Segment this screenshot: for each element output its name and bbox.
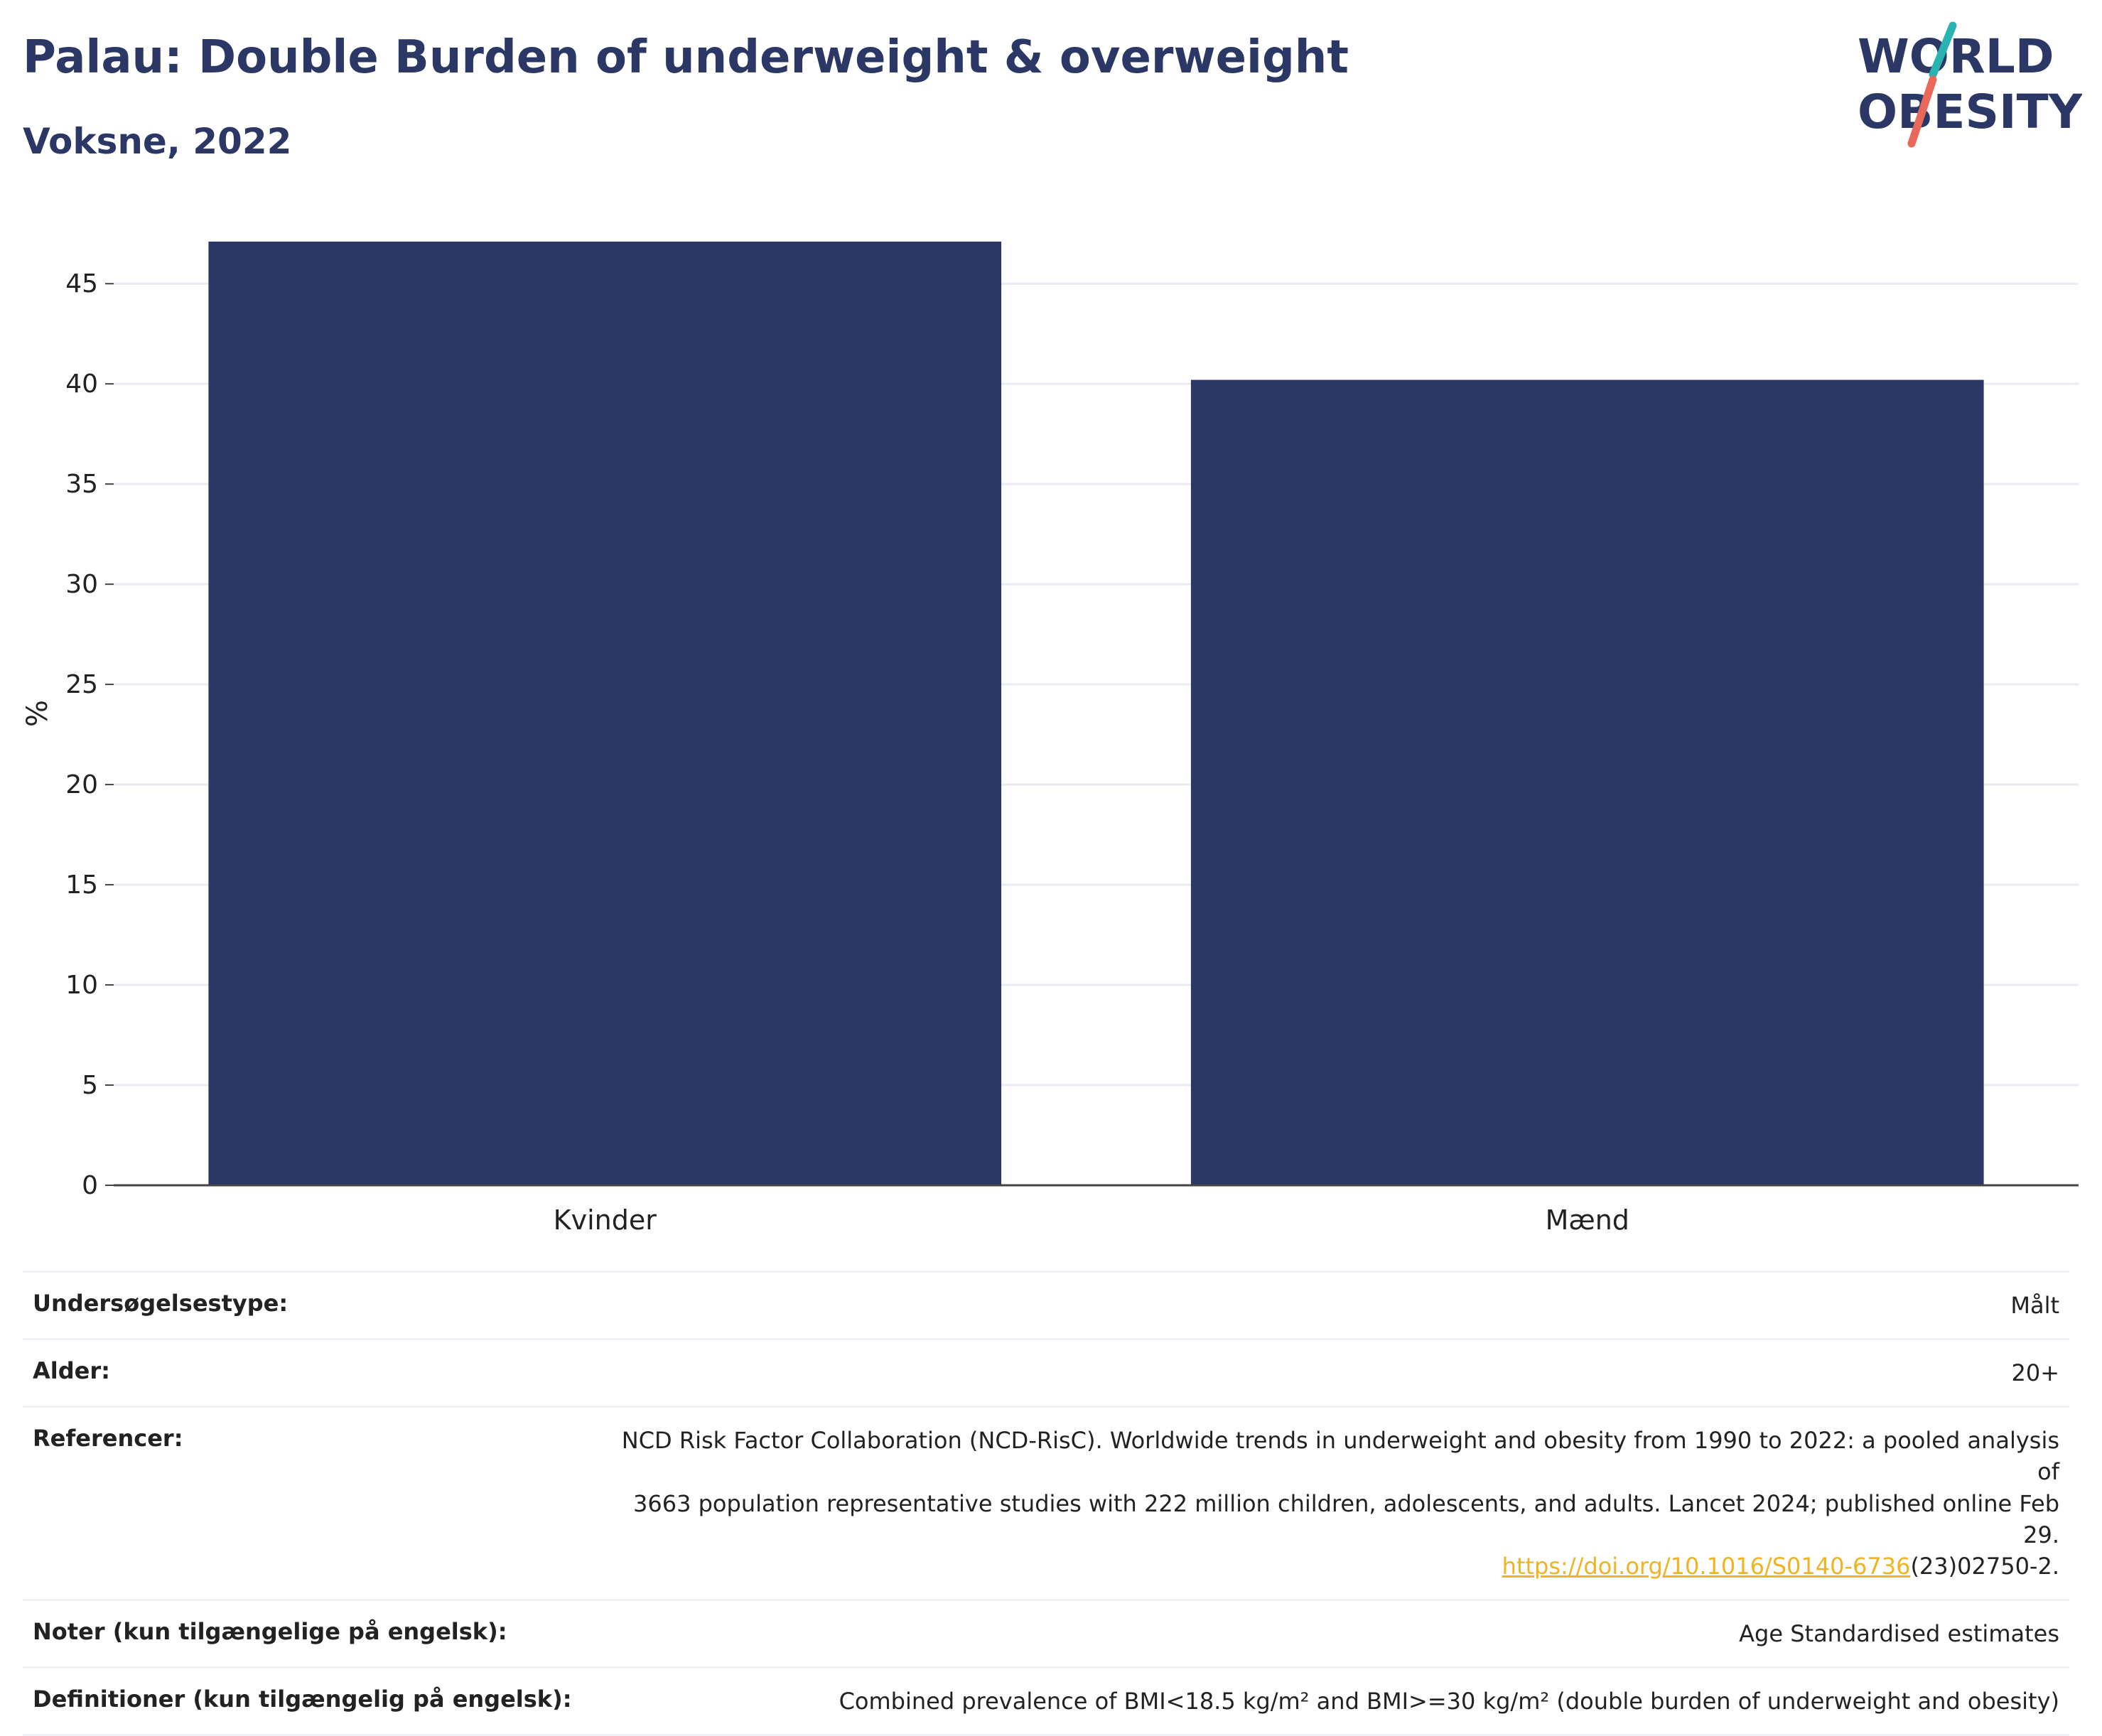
logo-slash-top (1929, 21, 1957, 79)
y-tick-label: 30 (65, 570, 98, 599)
meta-value: Målt (583, 1270, 2069, 1339)
logo-word-obesity: OBESITY (1858, 85, 2082, 139)
meta-row-references: Referencer: NCD Risk Factor Collaboratio… (23, 1406, 2069, 1600)
y-tick-label: 5 (82, 1071, 98, 1100)
y-tick-label: 35 (65, 470, 98, 499)
bar-2 (1190, 379, 1984, 1185)
meta-row-notes: Noter (kun tilgængelige på engelsk): Age… (23, 1599, 2069, 1668)
chart-subtitle: Voksne, 2022 (23, 121, 292, 162)
meta-value: Combined prevalence of BMI<18.5 kg/m² an… (583, 1666, 2069, 1736)
meta-value: NCD Risk Factor Collaboration (NCD-RisC)… (583, 1406, 2069, 1600)
meta-label: Referencer: (23, 1406, 583, 1600)
chart-title: Palau: Double Burden of underweight & ov… (23, 31, 1349, 84)
doi-link[interactable]: https://doi.org/10.1016/S0140-6736 (1502, 1552, 1911, 1580)
meta-label: Alder: (23, 1338, 583, 1407)
meta-label: Definitioner (kun tilgængelig på engelsk… (23, 1666, 583, 1736)
meta-row-survey-type: Undersøgelsestype: Målt (23, 1270, 2069, 1339)
y-tick-label: 25 (65, 670, 98, 699)
x-tick-label: Kvinder (554, 1204, 657, 1236)
bars (208, 242, 1984, 1185)
y-tick-label: 20 (65, 770, 98, 799)
meta-row-definitions: Definitioner (kun tilgængelig på engelsk… (23, 1666, 2069, 1736)
reference-line-1: NCD Risk Factor Collaboration (NCD-RisC)… (621, 1427, 2059, 1486)
x-axis-ticks: Kvinder Mænd (554, 1204, 1629, 1236)
y-tick-label: 0 (82, 1171, 98, 1200)
bar-1 (208, 242, 1002, 1185)
y-axis-ticks: 0 5 10 15 20 25 30 35 40 45 (65, 269, 114, 1200)
y-tick-label: 40 (65, 370, 98, 399)
logo-word-world: WORLD (1858, 29, 2054, 84)
world-obesity-logo: WORLD OBESITY (1858, 21, 2082, 148)
bar-chart: 0 5 10 15 20 25 30 35 40 45 Kvinder Mænd % (21, 242, 2079, 1236)
meta-label: Noter (kun tilgængelige på engelsk): (23, 1599, 583, 1668)
meta-row-age: Alder: 20+ (23, 1338, 2069, 1407)
doi-suffix: (23)02750-2. (1910, 1552, 2059, 1580)
metadata-table: Undersøgelsestype: Målt Alder: 20+ Refer… (23, 1270, 2069, 1736)
y-axis-label: % (21, 700, 54, 727)
logo-slash-bottom (1907, 75, 1937, 148)
y-tick-label: 15 (65, 870, 98, 900)
y-tick-label: 10 (65, 971, 98, 1000)
meta-label: Undersøgelsestype: (23, 1270, 583, 1339)
y-tick-label: 45 (65, 269, 98, 298)
x-tick-label: Mænd (1546, 1204, 1629, 1236)
reference-line-2: 3663 population representative studies w… (633, 1489, 2059, 1548)
meta-value: Age Standardised estimates (583, 1599, 2069, 1668)
meta-value: 20+ (583, 1338, 2069, 1407)
